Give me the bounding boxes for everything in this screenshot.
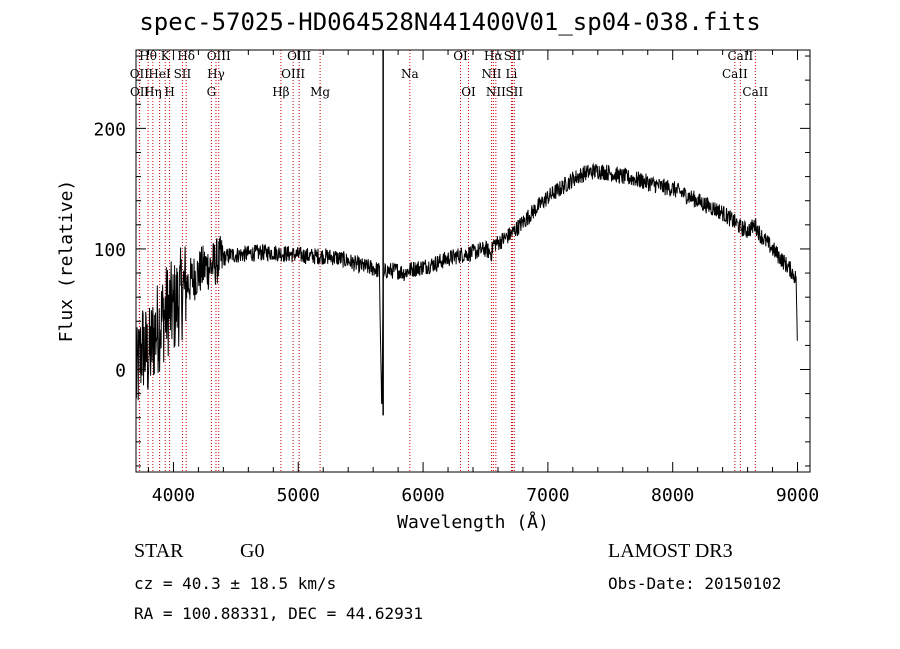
marker-label: Na xyxy=(401,67,419,81)
marker-label: OIII xyxy=(207,49,231,63)
marker-label: G xyxy=(207,85,217,99)
marker-label: SII xyxy=(505,85,523,99)
x-tick-label: 9000 xyxy=(776,485,819,506)
survey-name: LAMOST DR3 xyxy=(608,540,733,562)
marker-label: CaII xyxy=(722,67,748,81)
marker-label: Mg xyxy=(310,85,330,99)
coordinates: RA = 100.88331, DEC = 44.62931 xyxy=(134,604,423,623)
chart-title: spec-57025-HD064528N441400V01_sp04-038.f… xyxy=(139,8,761,36)
plot-frame xyxy=(135,49,811,473)
marker-label: K xyxy=(161,49,171,63)
marker-label: OII xyxy=(130,85,150,99)
marker-label: Li xyxy=(506,67,518,81)
marker-label: CaII xyxy=(727,49,753,63)
marker-label: NII xyxy=(486,85,506,99)
x-tick-label: 7000 xyxy=(526,485,569,506)
marker-label: H xyxy=(164,85,174,99)
x-tick-label: 5000 xyxy=(277,485,320,506)
object-subclass: G0 xyxy=(240,540,265,562)
marker-label: OI xyxy=(453,49,468,63)
marker-label: Hδ xyxy=(177,49,195,63)
marker-label: CaII xyxy=(742,85,768,99)
y-tick-label: 100 xyxy=(93,240,126,261)
axes-group xyxy=(135,49,811,473)
y-tick-label: 200 xyxy=(93,119,126,140)
labels-group: Hθ OII OII K HeI Hη H Hδ SII OIII Hγ G Hβ OIII OIII Mg N… xyxy=(56,49,819,533)
y-axis-label: Flux (relative) xyxy=(56,180,77,343)
object-class: STAR xyxy=(134,540,184,562)
marker-label: Hβ xyxy=(272,85,289,99)
x-tick-label: 4000 xyxy=(152,485,195,506)
x-tick-label: 8000 xyxy=(651,485,694,506)
marker-label: Hθ xyxy=(139,49,157,63)
marker-label: HeI xyxy=(148,67,171,81)
marker-label: SII xyxy=(174,67,192,81)
marker-label: OII xyxy=(130,67,150,81)
marker-label: OIII xyxy=(281,67,305,81)
observation-date: Obs-Date: 20150102 xyxy=(608,574,782,593)
marker-label: OIII xyxy=(287,49,311,63)
marker-label: NII xyxy=(481,67,501,81)
redshift-cz: cz = 40.3 ± 18.5 km/s xyxy=(134,574,337,593)
marker-label: SII xyxy=(504,49,522,63)
marker-label: OI xyxy=(461,85,476,99)
series-group xyxy=(135,50,798,416)
marker-label: Hα xyxy=(484,49,503,63)
x-tick-label: 6000 xyxy=(401,485,444,506)
marker-label: Hγ xyxy=(207,67,225,81)
marker-label: Hη xyxy=(144,85,162,99)
y-tick-label: 0 xyxy=(115,361,126,382)
spectrum-line xyxy=(135,162,798,405)
x-axis-label: Wavelength (Å) xyxy=(397,511,549,533)
